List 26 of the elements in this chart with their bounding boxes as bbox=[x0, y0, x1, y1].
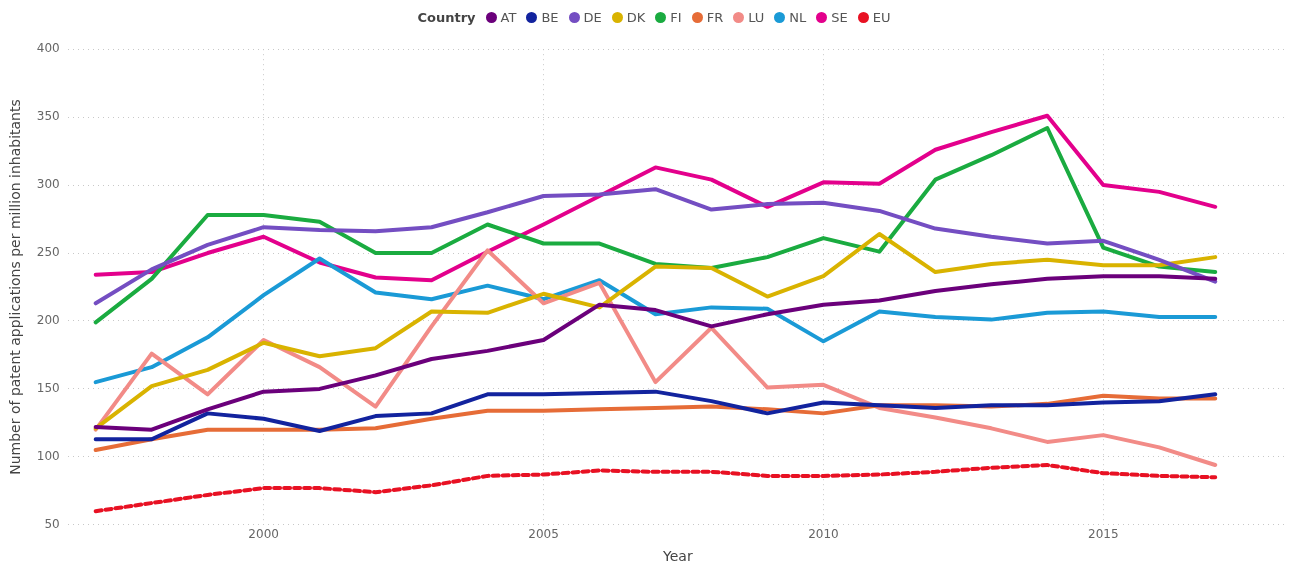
x-tick-label: 2010 bbox=[808, 527, 839, 542]
legend-label: SE bbox=[831, 9, 848, 25]
y-tick-label: 200 bbox=[36, 313, 60, 328]
y-tick-label: 50 bbox=[44, 516, 60, 531]
y-tick-label: 250 bbox=[36, 245, 60, 260]
legend-label: DK bbox=[626, 9, 646, 25]
legend-label: EU bbox=[872, 9, 891, 25]
legend-label: FR bbox=[706, 9, 724, 25]
y-tick-label: 400 bbox=[36, 41, 60, 56]
y-tick-label: 350 bbox=[36, 109, 60, 124]
y-tick-label: 150 bbox=[36, 381, 60, 396]
x-tick-label: 2015 bbox=[1088, 527, 1119, 542]
line-series bbox=[93, 463, 1218, 514]
x-axis-title: Year bbox=[662, 548, 693, 565]
legend-title: Country bbox=[417, 9, 476, 25]
legend-label: FI bbox=[670, 9, 682, 25]
legend-label: NL bbox=[789, 9, 807, 25]
legend-label: LU bbox=[748, 9, 765, 25]
y-axis-title: Number of patent applications per million inhabitants bbox=[7, 99, 24, 475]
y-tick-label: 100 bbox=[36, 448, 60, 463]
legend-label: DE bbox=[583, 9, 602, 25]
y-tick-label: 300 bbox=[36, 177, 60, 192]
legend-label: BE bbox=[541, 9, 559, 25]
legend-label: AT bbox=[500, 9, 517, 25]
x-tick-label: 2005 bbox=[528, 527, 559, 542]
x-tick-label: 2000 bbox=[248, 527, 279, 542]
